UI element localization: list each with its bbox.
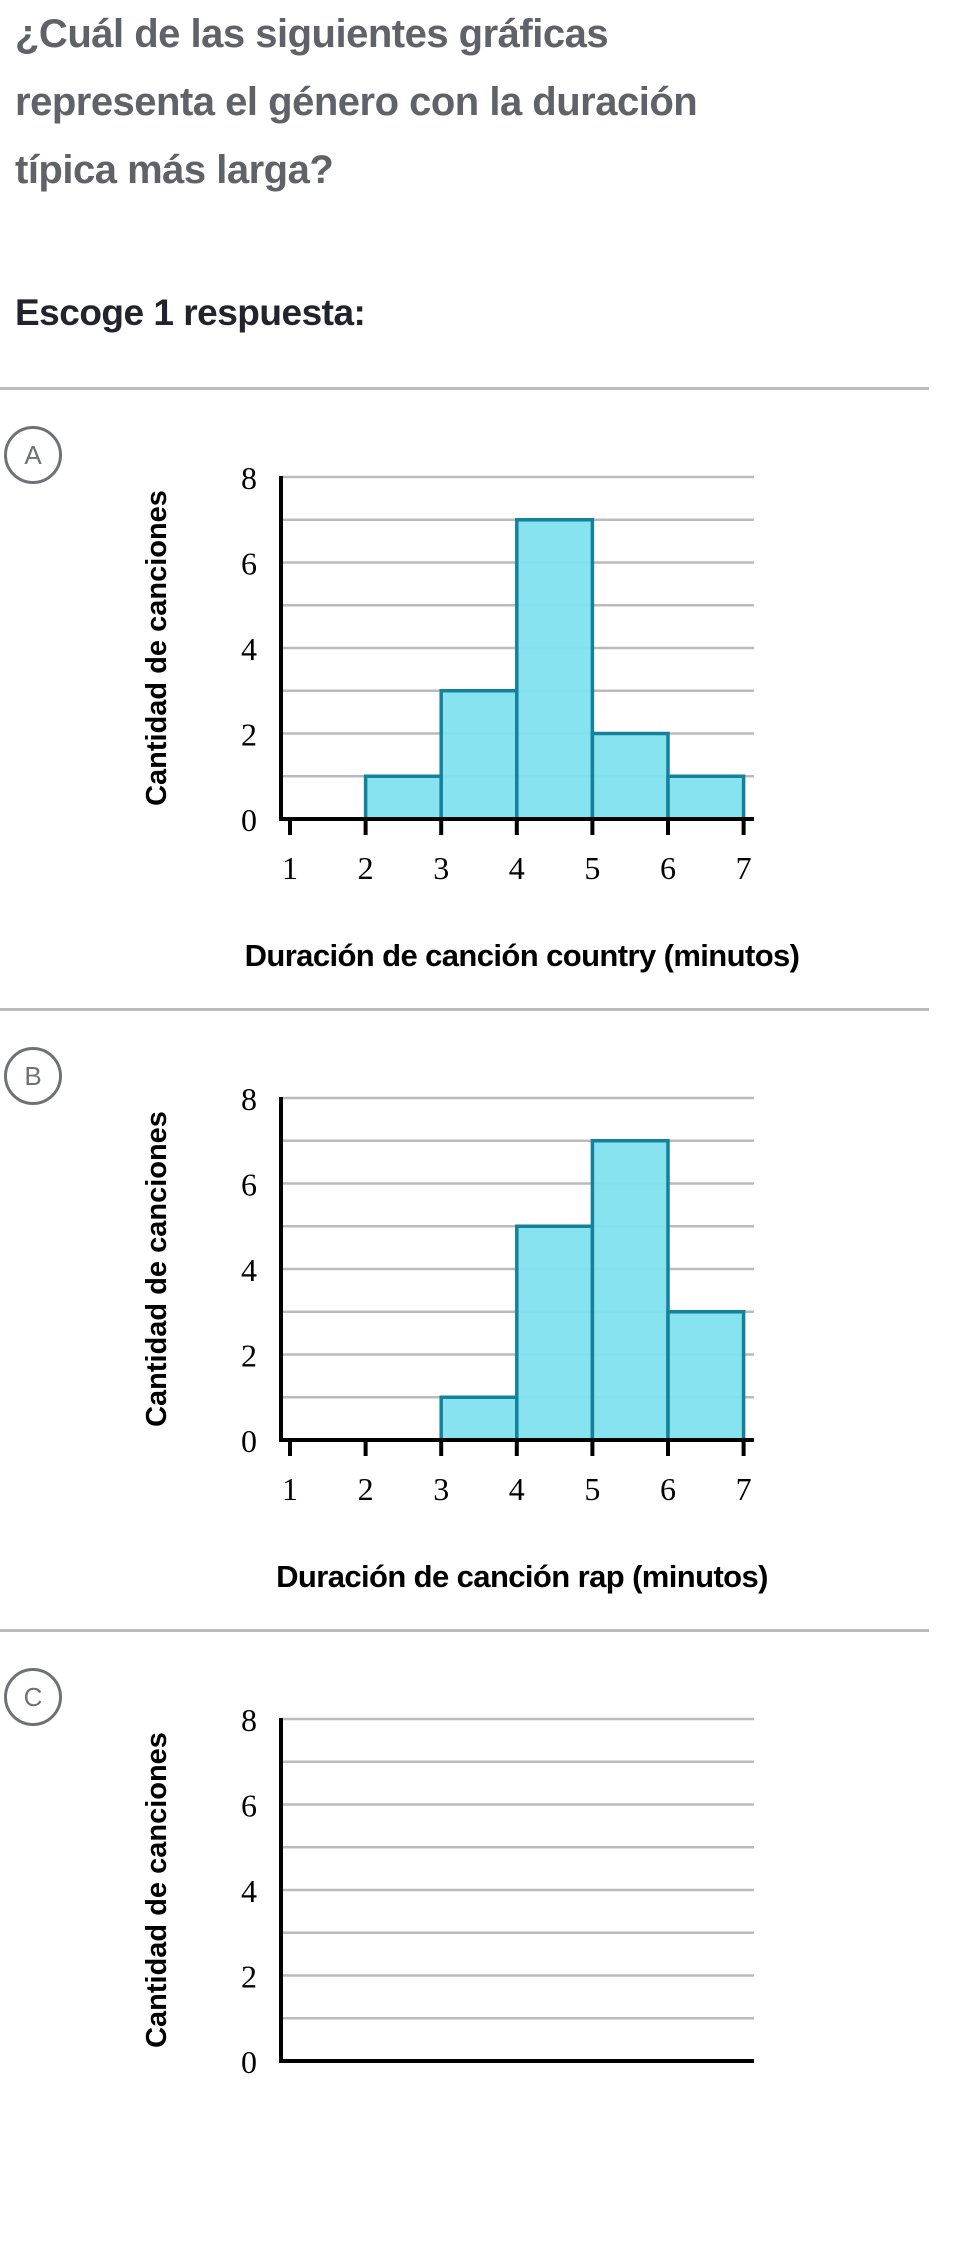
x-tick-label: 7 — [736, 1471, 752, 1507]
question-line: típica más larga? — [15, 148, 334, 192]
y-axis-title: Cantidad de canciones — [141, 490, 173, 806]
histogram-bar — [666, 1310, 746, 1442]
choice-a[interactable]: A 1 2 3 4 5 6 7 0 2 4 6 8 Cantidad de canciones Dura… — [0, 388, 963, 1009]
choice-c[interactable]: C 0 2 4 6 8 Cantidad de canciones — [0, 1630, 963, 2251]
divider — [0, 387, 929, 390]
histogram-bar — [363, 774, 443, 821]
divider — [0, 1629, 929, 1632]
x-tick-label: 4 — [509, 1471, 525, 1507]
y-tick-label: 4 — [241, 631, 257, 667]
radio-b[interactable]: B — [4, 1047, 62, 1105]
histogram-bar — [439, 1395, 519, 1442]
y-tick-label: 0 — [241, 1423, 257, 1459]
y-tick-label: 8 — [241, 1081, 257, 1117]
y-tick-label: 0 — [241, 802, 257, 838]
y-tick-label: 6 — [241, 1167, 257, 1203]
radio-c[interactable]: C — [4, 1668, 62, 1726]
x-axis-title: Duración de canción country (minutos) — [244, 938, 800, 973]
radio-a[interactable]: A — [4, 426, 62, 484]
histogram-bar — [439, 689, 519, 821]
question-text: ¿Cuál de las siguientes gráficas represe… — [15, 0, 945, 204]
x-tick-label: 2 — [358, 1471, 374, 1507]
y-tick-label: 6 — [241, 546, 257, 582]
x-tick-label: 4 — [509, 850, 525, 886]
histogram-a: 1 2 3 4 5 6 7 0 2 4 6 8 Cantidad de canciones — [141, 460, 754, 886]
x-tick-label: 5 — [584, 1471, 600, 1507]
x-tick-label: 3 — [433, 850, 449, 886]
x-axis-title: Duración de canción rap (minutos) — [276, 1559, 768, 1594]
radio-letter: A — [24, 439, 42, 470]
question-line: representa el género con la duración — [15, 80, 698, 124]
y-tick-label: 2 — [241, 1959, 257, 1995]
answer-prompt: Escoge 1 respuesta: — [15, 292, 366, 333]
x-tick-label: 1 — [282, 850, 298, 886]
y-tick-label: 8 — [241, 460, 257, 496]
choice-b[interactable]: B 1 2 3 4 5 6 7 0 2 4 6 8 Cantidad de canciones Dura… — [0, 1009, 963, 1630]
radio-letter: C — [23, 1681, 43, 1712]
y-tick-label: 4 — [241, 1252, 257, 1288]
y-tick-label: 0 — [241, 2044, 257, 2080]
histogram-bar — [666, 774, 746, 821]
y-axis-title: Cantidad de canciones — [141, 1732, 173, 2048]
x-tick-label: 5 — [584, 850, 600, 886]
y-tick-label: 6 — [241, 1788, 257, 1824]
histogram-bar — [590, 1139, 670, 1442]
radio-letter: B — [24, 1060, 42, 1091]
y-tick-label: 8 — [241, 1702, 257, 1738]
question-line: ¿Cuál de las siguientes gráficas — [15, 12, 609, 56]
x-tick-label: 1 — [282, 1471, 298, 1507]
x-tick-label: 6 — [660, 850, 676, 886]
histogram-c: 0 2 4 6 8 Cantidad de canciones — [141, 1702, 754, 2080]
y-axis-title: Cantidad de canciones — [141, 1111, 173, 1427]
y-tick-label: 4 — [241, 1873, 257, 1909]
divider — [0, 1008, 929, 1011]
histogram-bar — [515, 518, 595, 821]
histogram-b: 1 2 3 4 5 6 7 0 2 4 6 8 Cantidad de canciones — [141, 1081, 754, 1507]
y-tick-label: 2 — [241, 1338, 257, 1374]
x-tick-label: 2 — [358, 850, 374, 886]
x-tick-label: 7 — [736, 850, 752, 886]
x-tick-label: 6 — [660, 1471, 676, 1507]
y-tick-label: 2 — [241, 717, 257, 753]
histogram-bar — [590, 731, 670, 821]
x-tick-label: 3 — [433, 1471, 449, 1507]
histogram-bar — [515, 1224, 595, 1442]
